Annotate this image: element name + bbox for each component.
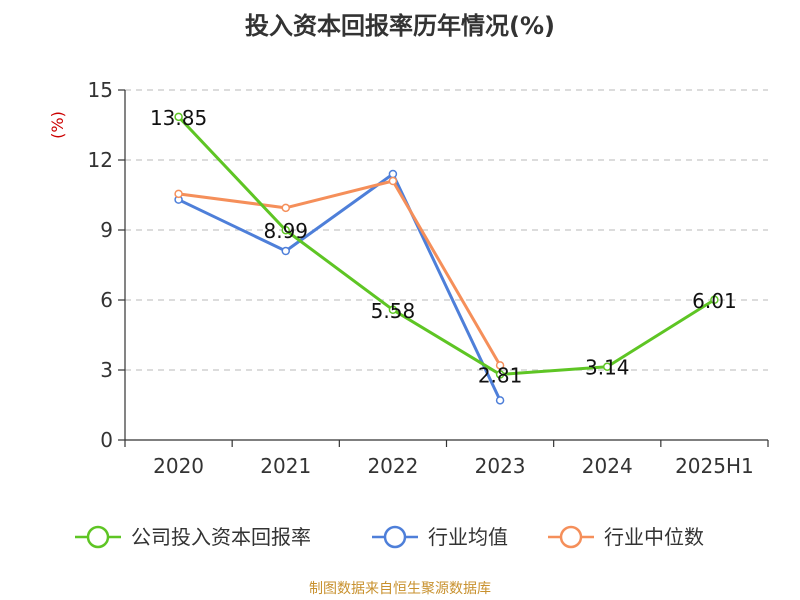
series-line [177,172,502,401]
data-label: 5.58 [371,299,416,323]
legend-swatch-marker [559,525,583,549]
data-label: 6.01 [692,289,737,313]
series-line [177,115,716,376]
y-tick-label: 15 [88,78,113,102]
data-point [388,305,398,315]
x-tick-label: 2023 [475,454,526,478]
data-point [495,361,505,370]
data-point [281,203,290,213]
x-tick-label: 2024 [582,454,633,478]
source-note: 制图数据来自恒生聚源数据库 [309,581,491,597]
data-point [174,189,183,199]
data-point [603,362,612,371]
y-tick-label: 6 [100,288,113,312]
x-tick-label: 2020 [153,454,204,478]
y-tick-label: 9 [100,218,113,242]
y-tick-label: 0 [100,428,113,452]
y-axis-unit-label: (%) [48,111,67,139]
legend-swatch-marker [383,525,407,549]
x-tick-label: 2022 [367,454,418,478]
data-point [174,112,183,122]
x-tick-label: 2021 [260,454,311,478]
data-point [388,169,398,179]
data-label: 8.99 [263,219,308,243]
data-point [710,295,719,305]
y-tick-label: 12 [88,148,113,172]
data-point [495,396,505,405]
legend-label: 行业均值 [428,525,508,549]
data-point [281,246,290,256]
data-point [388,176,398,186]
legend-label: 行业中位数 [604,525,704,549]
data-label: 3.14 [585,356,630,380]
chart-title: 投入资本回报率历年情况(%) [245,12,555,40]
data-label: 13.85 [150,106,207,130]
data-point [495,370,505,379]
y-tick-label: 3 [100,358,113,382]
legend-swatch-marker [86,525,110,549]
x-tick-label: 2025H1 [675,454,754,478]
legend-label: 公司投入资本回报率 [131,525,311,549]
data-point [281,225,290,235]
series-line [178,179,502,367]
data-label: 2.81 [478,363,523,387]
